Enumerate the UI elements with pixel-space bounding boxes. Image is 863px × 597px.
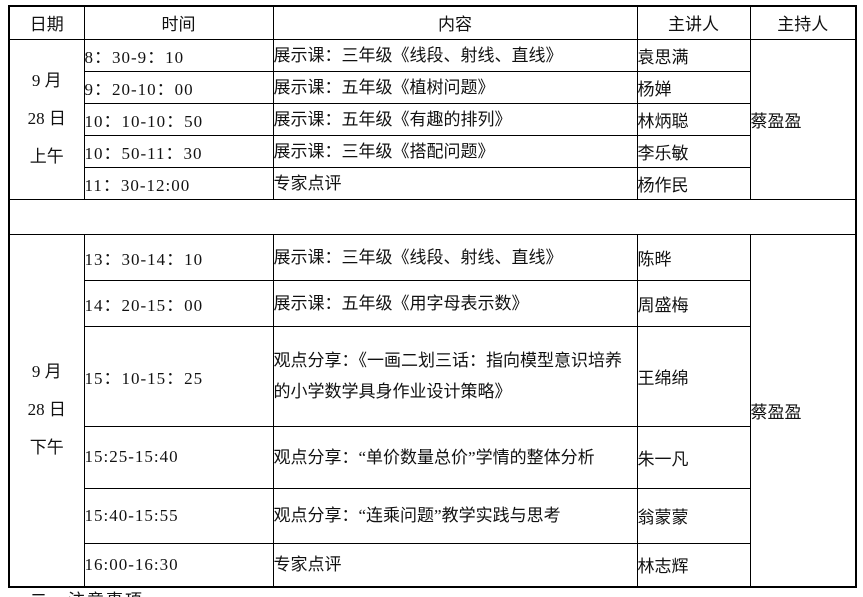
content-cell: 展示课：三年级《搭配问题》 — [272, 134, 638, 168]
time-cell: 9：20-10：00 — [83, 70, 274, 104]
time-cell: 15:25-15:40 — [83, 425, 274, 489]
speaker-cell: 林志辉 — [636, 542, 751, 588]
notes-section-heading: 二、注意事项 — [30, 586, 144, 597]
spacer-cell — [8, 198, 857, 235]
content-cell: 观点分享：“连乘问题”教学实践与思考 — [272, 487, 638, 544]
header-host: 主持人 — [749, 5, 857, 40]
table-row: 16:00-16:30 专家点评 林志辉 — [9, 542, 856, 588]
speaker-cell: 周盛梅 — [636, 279, 751, 327]
table-row: 9 月 28 日 上午 8：30-9：10 展示课：三年级《线段、射线、直线》 … — [8, 38, 857, 200]
date-line: 上午 — [29, 147, 64, 166]
table-row: 10：50-11：30 展示课：三年级《搭配问题》 李乐敏 — [9, 134, 856, 168]
date-line: 9 月 — [31, 71, 62, 90]
afternoon-date-cell: 9 月 28 日 下午 — [8, 233, 85, 588]
morning-date-cell: 9 月 28 日 上午 — [8, 38, 85, 200]
content-cell: 展示课：三年级《线段、射线、直线》 — [272, 233, 638, 281]
speaker-cell: 杨婵 — [636, 70, 751, 104]
time-cell: 16:00-16:30 — [83, 542, 274, 588]
spacer-row — [8, 198, 857, 235]
table-row: 9：20-10：00 展示课：五年级《植树问题》 杨婵 — [9, 70, 856, 104]
speaker-cell: 陈晔 — [636, 233, 751, 281]
header-speaker: 主讲人 — [636, 5, 751, 40]
speaker-cell: 王绵绵 — [636, 325, 751, 427]
header-time: 时间 — [83, 5, 274, 40]
date-line: 下午 — [29, 438, 64, 458]
content-cell: 观点分享：“单价数量总价”学情的整体分析 — [272, 425, 638, 489]
table-row: 15:40-15:55 观点分享：“连乘问题”教学实践与思考 翁蒙蒙 — [9, 487, 856, 544]
content-cell: 展示课：五年级《植树问题》 — [272, 70, 638, 104]
table-row: 15:25-15:40 观点分享：“单价数量总价”学情的整体分析 朱一凡 — [9, 425, 856, 489]
content-cell: 展示课：五年级《用字母表示数》 — [272, 279, 638, 327]
content-cell: 展示课：三年级《线段、射线、直线》 — [272, 38, 638, 72]
speaker-cell: 林炳聪 — [636, 102, 751, 136]
speaker-cell: 朱一凡 — [636, 425, 751, 489]
time-cell: 11：30-12:00 — [83, 166, 274, 200]
schedule-table: 日期 时间 内容 主讲人 主持人 9 月 28 日 上午 8：30-9：10 展… — [8, 5, 857, 588]
time-cell: 13：30-14：10 — [83, 233, 274, 281]
content-cell: 专家点评 — [272, 166, 638, 200]
time-cell: 10：50-11：30 — [83, 134, 274, 168]
content-cell: 观点分享：《一画二划三话：指向模型意识培养的小学数学具身作业设计策略》 — [272, 325, 638, 427]
date-line: 9 月 — [31, 362, 62, 382]
morning-host-cell: 蔡盈盈 — [749, 38, 857, 200]
table-row: 15：10-15：25 观点分享：《一画二划三话：指向模型意识培养的小学数学具身… — [9, 325, 856, 427]
header-date: 日期 — [8, 5, 85, 40]
content-cell: 专家点评 — [272, 542, 638, 588]
header-row: 日期 时间 内容 主讲人 主持人 — [8, 5, 857, 40]
time-cell: 10：10-10：50 — [83, 102, 274, 136]
header-content: 内容 — [272, 5, 638, 40]
speaker-cell: 袁思满 — [636, 38, 751, 72]
time-cell: 15:40-15:55 — [83, 487, 274, 544]
time-cell: 8：30-9：10 — [83, 38, 274, 72]
content-cell: 展示课：五年级《有趣的排列》 — [272, 102, 638, 136]
speaker-cell: 翁蒙蒙 — [636, 487, 751, 544]
table-row: 14：20-15：00 展示课：五年级《用字母表示数》 周盛梅 — [9, 279, 856, 327]
table-row: 9 月 28 日 下午 13：30-14：10 展示课：三年级《线段、射线、直线… — [8, 233, 857, 588]
time-cell: 14：20-15：00 — [83, 279, 274, 327]
time-cell: 15：10-15：25 — [83, 325, 274, 427]
afternoon-host-cell: 蔡盈盈 — [749, 233, 857, 588]
speaker-cell: 杨作民 — [636, 166, 751, 200]
date-line: 28 日 — [27, 400, 66, 420]
table-row: 10：10-10：50 展示课：五年级《有趣的排列》 林炳聪 — [9, 102, 856, 136]
table-row: 11：30-12:00 专家点评 杨作民 — [9, 166, 856, 200]
speaker-cell: 李乐敏 — [636, 134, 751, 168]
date-line: 28 日 — [27, 109, 66, 128]
